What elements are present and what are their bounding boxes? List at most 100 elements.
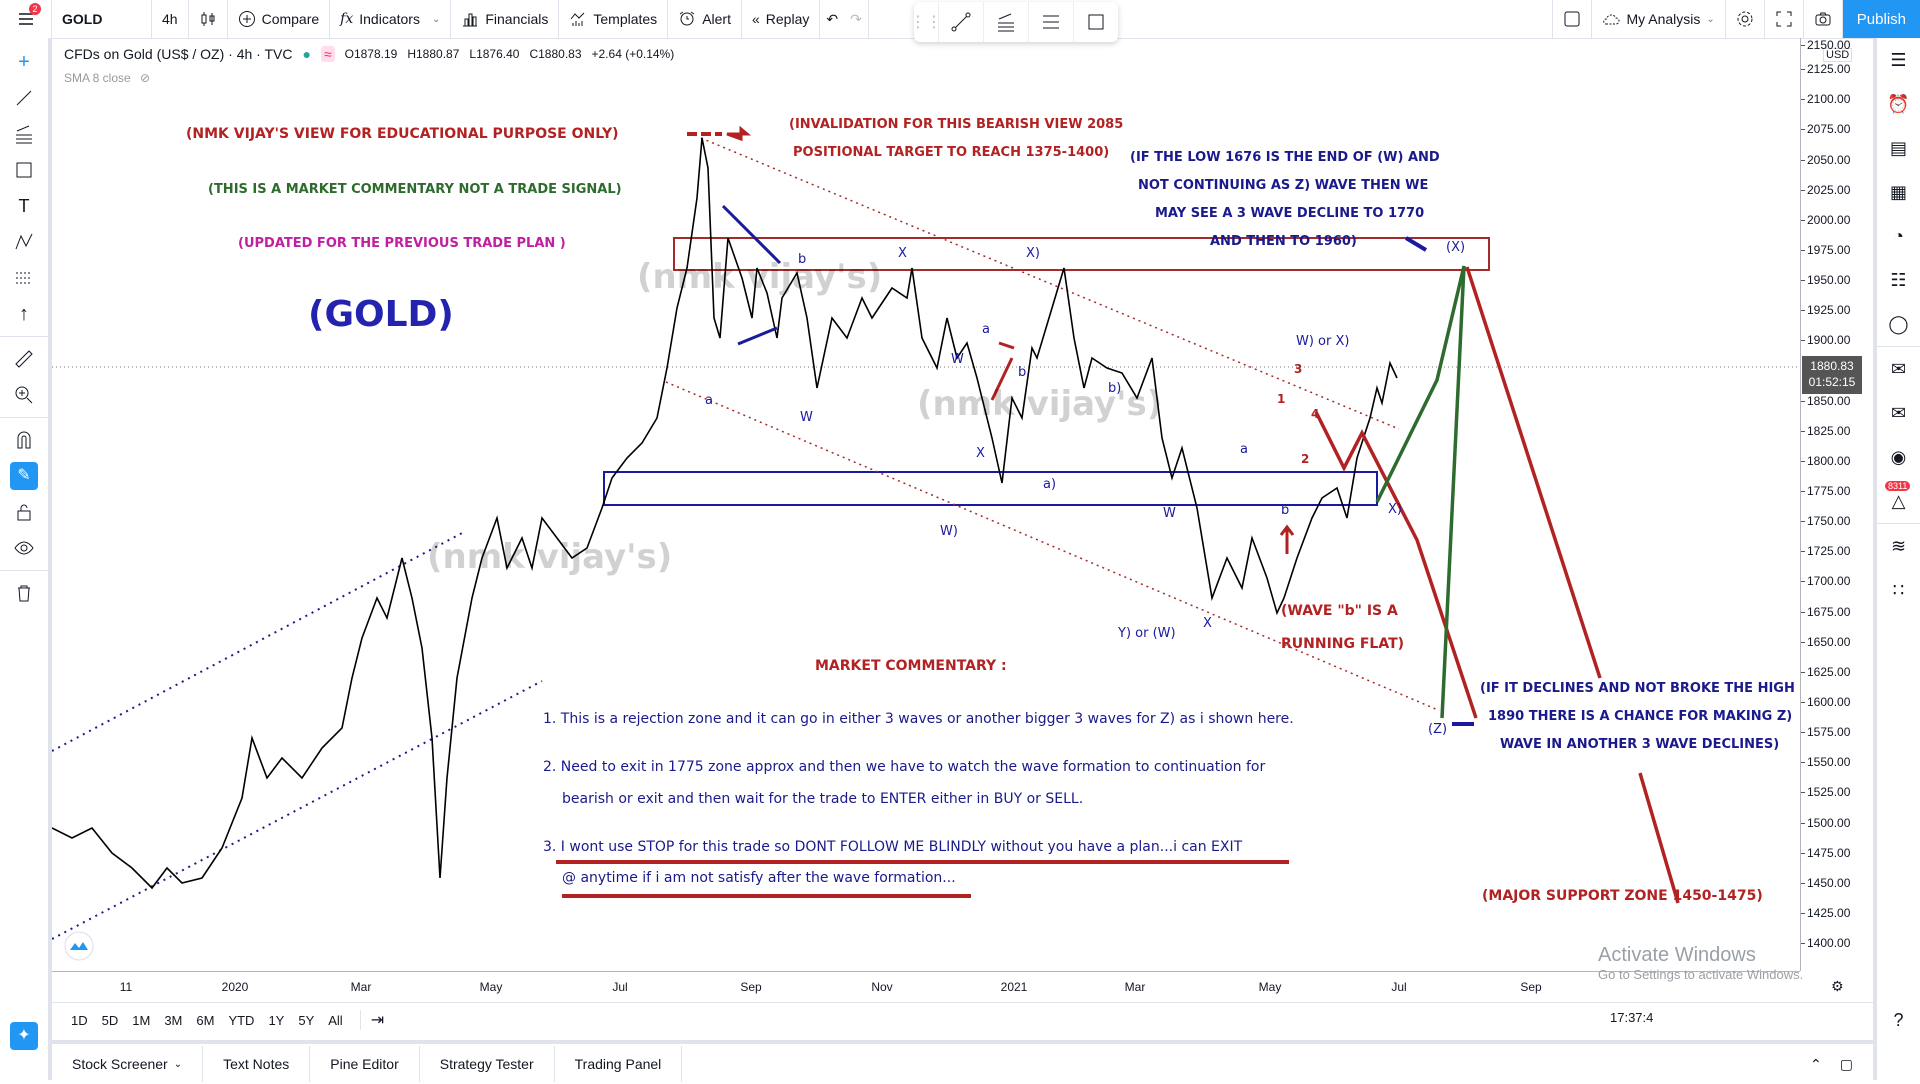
price-tick: 1925.00 [1800,303,1851,317]
range-1y[interactable]: 1Y [268,1012,285,1028]
hotlists-button[interactable]: ◔ [1877,214,1920,258]
dom-button[interactable]: ≋ [1877,523,1920,568]
interval-button[interactable]: 4h [152,0,189,38]
axis-settings-icon[interactable]: ⚙ [1831,978,1844,994]
watchlist-button[interactable]: ☰ [1877,38,1920,82]
last-price-value: 1880.83 [1810,359,1854,373]
candles-icon [201,12,215,26]
chats-button[interactable]: ✉ [1877,346,1920,391]
shapes-tool[interactable] [0,152,48,188]
go-to-date-icon[interactable]: ⇥ [370,1012,385,1029]
my-analysis-button[interactable]: My Analysis ⌄ [1592,0,1726,38]
indicators-label: Indicators [359,11,420,27]
magnet-tool[interactable] [0,422,48,458]
range-1d[interactable]: 1D [71,1012,88,1028]
symbol-title[interactable]: CFDs on Gold (US$ / OZ) · 4h · TVC [64,46,293,62]
tab-text-notes[interactable]: Text Notes [203,1046,311,1082]
replay-button[interactable]: « Replay [742,0,821,38]
fib-tool-button[interactable] [984,2,1029,42]
redo-button[interactable]: ↷ [844,0,869,38]
patterns-tool[interactable] [0,224,48,260]
main-menu-button[interactable]: 2 [0,0,52,38]
rectangle-icon [16,162,32,178]
snapshot-button[interactable] [1804,0,1843,38]
lock-drawings-tool[interactable] [0,494,48,530]
price-tick: 1650.00 [1800,635,1851,649]
time-tick: Sep [740,980,762,994]
order-panel-button[interactable]: ∷ [1877,568,1920,612]
publish-label: Publish [1856,10,1906,28]
private-chats-button[interactable]: ✉ [1877,391,1920,435]
prediction-tool[interactable] [0,260,48,296]
notifications-button[interactable]: △ 8311 [1877,479,1920,523]
bottom-panel-tabs: Stock Screener ⌄ Text Notes Pine Editor … [52,1040,1873,1084]
gear-icon [1737,11,1753,27]
chart-canvas[interactable]: (nmk vijay's) (nmk vijay's) (nmk vijay's… [52,38,1800,971]
alerts-button[interactable]: ⏰ [1877,82,1920,126]
hide-drawings-tool[interactable] [0,530,48,566]
templates-button[interactable]: Templates [559,0,669,38]
tab-strategy-tester[interactable]: Strategy Tester [420,1046,555,1082]
range-5d[interactable]: 5D [101,1012,119,1028]
object-tree-button[interactable]: ✦ [0,1018,48,1054]
hidden-eye-icon[interactable]: ⊘ [140,71,151,85]
windows-activation-notice: Activate Windows Go to Settings to activ… [1598,944,1803,982]
utc-clock[interactable]: 17:37:4 [1610,1010,1654,1025]
calendar-button[interactable]: ☷ [1877,258,1920,302]
streams-button[interactable]: ◉ [1877,435,1920,479]
price-axis[interactable]: USD 2150.00 2125.00 2100.00 2075.00 2050… [1800,38,1870,971]
scenario-line-3: MAY SEE A 3 WAVE DECLINE TO 1770 [1155,206,1425,221]
svg-text:(nmk vijay's): (nmk vijay's) [917,384,1162,424]
data-window-button[interactable]: ▦ [1877,170,1920,214]
drag-handle[interactable]: ⋮⋮ [910,2,942,42]
price-tick: 2050.00 [1800,153,1851,167]
parallel-channel-tool-button[interactable] [1029,2,1074,42]
tab-stock-screener[interactable]: Stock Screener ⌄ [52,1046,204,1082]
financials-button[interactable]: Financials [451,0,560,38]
measure-tool[interactable] [0,341,48,377]
news-button[interactable]: ▤ [1877,126,1920,170]
alert-button[interactable]: Alert [668,0,742,38]
fib-tool[interactable] [0,116,48,152]
sma-indicator-legend[interactable]: SMA 8 close ⊘ [64,71,150,85]
range-5y[interactable]: 5Y [298,1012,315,1028]
publish-button[interactable]: Publish [1842,0,1920,38]
price-tick: 1500.00 [1800,816,1851,830]
range-6m[interactable]: 6M [196,1012,215,1028]
forecast-icon [16,272,32,284]
zoom-tool[interactable] [0,377,48,413]
undo-button[interactable]: ↶ [820,0,844,38]
compare-button[interactable]: Compare [228,0,331,38]
arrow-tool[interactable]: ↑ [0,296,48,332]
indicators-button[interactable]: fx Indicators ⌄ [330,0,452,38]
range-all[interactable]: All [328,1012,343,1028]
time-axis[interactable]: 11 2020 Mar May Jul Sep Nov 2021 Mar May… [52,971,1844,1000]
range-1m[interactable]: 1M [132,1012,151,1028]
zoom-in-icon [15,386,33,404]
range-3m[interactable]: 3M [164,1012,183,1028]
time-tick: Jul [612,980,628,994]
fullscreen-button[interactable] [1765,0,1804,38]
crosshair-tool[interactable]: + [0,44,48,80]
text-tool[interactable]: T [0,188,48,224]
settings-button[interactable] [1726,0,1765,38]
templates-label: Templates [593,11,658,27]
layout-select-button[interactable] [1552,0,1593,38]
wave-label: W) [940,524,958,539]
remove-drawings-tool[interactable] [0,575,48,611]
maximize-panel-icon[interactable]: ▢ [1839,1055,1853,1072]
collapse-panel-icon[interactable]: ⌃ [1810,1055,1822,1072]
help-button[interactable]: ? [1877,998,1920,1042]
ideas-button[interactable]: ◯ [1877,302,1920,346]
trendline-tool[interactable] [0,80,48,116]
currency-label[interactable]: USD [1823,48,1853,62]
tab-pine-editor[interactable]: Pine Editor [310,1046,420,1082]
trendline-tool-button[interactable] [939,2,984,42]
chart-type-button[interactable] [189,0,228,38]
rectangle-tool-button[interactable] [1074,2,1118,42]
symbol-search-button[interactable]: GOLD [52,0,152,38]
range-ytd[interactable]: YTD [228,1012,255,1028]
toolbar-divider [0,570,48,571]
tab-trading-panel[interactable]: Trading Panel [555,1046,683,1082]
keep-drawing-tool[interactable]: ✎ [0,458,48,494]
